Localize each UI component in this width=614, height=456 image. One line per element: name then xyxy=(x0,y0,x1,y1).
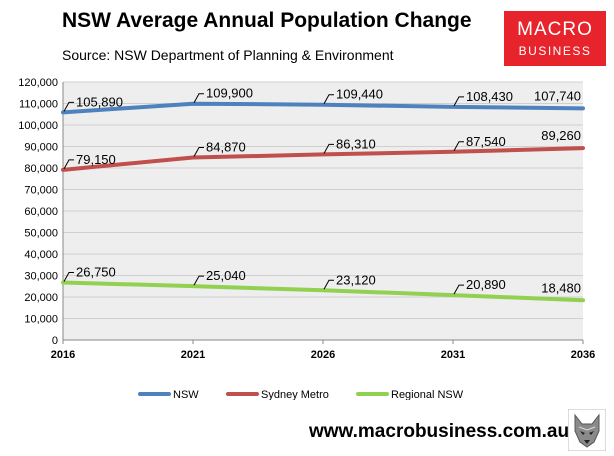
website-url: www.macrobusiness.com.au xyxy=(309,421,570,442)
x-tick-label: 2016 xyxy=(51,349,75,361)
y-tick-label: 40,000 xyxy=(24,249,58,261)
y-tick-label: 70,000 xyxy=(24,185,58,197)
data-label: 108,430 xyxy=(466,89,513,104)
y-tick-label: 10,000 xyxy=(24,314,58,326)
data-label: 109,900 xyxy=(206,86,253,101)
data-label: 18,480 xyxy=(541,280,581,295)
data-label-leader xyxy=(193,147,204,157)
data-label: 86,310 xyxy=(336,136,376,151)
logo-text-business: BUSINESS xyxy=(518,44,592,58)
data-label: 87,540 xyxy=(466,134,506,149)
logo-text-macro: MACRO xyxy=(517,19,593,40)
y-tick-label: 0 xyxy=(52,335,58,347)
y-tick-label: 20,000 xyxy=(24,292,58,304)
population-line-chart: 0 10,000 20,000 30,000 40,000 50,000 60,000 70,… xyxy=(18,77,595,400)
y-tick-label: 80,000 xyxy=(24,163,58,175)
data-label-leader xyxy=(63,271,74,282)
y-tick-label: 90,000 xyxy=(24,142,58,154)
data-label: 20,890 xyxy=(466,277,506,292)
data-label: 89,260 xyxy=(541,128,581,143)
wolf-icon xyxy=(568,409,606,451)
data-label: 79,150 xyxy=(76,152,116,167)
data-label: 23,120 xyxy=(336,272,376,287)
series-line-sydney xyxy=(61,146,585,172)
legend-label-sydney: Sydney Metro xyxy=(261,389,329,400)
y-tick-label: 50,000 xyxy=(24,228,58,240)
x-tick-label: 2031 xyxy=(441,349,465,361)
data-label: 25,040 xyxy=(206,268,246,283)
data-label: 84,870 xyxy=(206,140,246,155)
data-label-leader xyxy=(193,275,204,286)
data-label-leader xyxy=(453,284,464,295)
y-tick-label: 110,000 xyxy=(19,99,58,111)
macrobusiness-logo: MACRO BUSINESS xyxy=(504,11,606,66)
data-label-leader xyxy=(193,93,204,103)
chart-title: NSW Average Annual Population Change xyxy=(62,9,472,32)
data-label-leader xyxy=(453,96,464,107)
data-label: 105,890 xyxy=(76,94,123,109)
x-tick-label: 2021 xyxy=(181,349,205,361)
y-tick-label: 30,000 xyxy=(24,271,58,283)
data-label: 109,440 xyxy=(336,87,383,102)
y-tick-label: 60,000 xyxy=(24,206,58,218)
data-label-leader xyxy=(323,94,334,104)
data-label-leader xyxy=(63,101,74,112)
legend-label-regional: Regional NSW xyxy=(391,389,464,400)
data-label-leader xyxy=(323,279,334,290)
series-line-nsw xyxy=(61,101,585,115)
data-label: 26,750 xyxy=(76,264,116,279)
y-tick-label: 120,000 xyxy=(18,77,58,89)
legend-label-nsw: NSW xyxy=(173,389,199,400)
chart-subtitle: Source: NSW Department of Planning & Env… xyxy=(62,47,394,63)
x-tick-label: 2036 xyxy=(571,349,595,361)
data-label: 107,740 xyxy=(534,88,581,103)
x-tick-label: 2026 xyxy=(311,349,335,361)
data-label-leader xyxy=(63,159,74,170)
y-tick-label: 100,000 xyxy=(18,120,58,132)
series-line-regional xyxy=(61,280,585,303)
data-label-leader xyxy=(323,143,334,154)
data-label-leader xyxy=(453,141,464,152)
